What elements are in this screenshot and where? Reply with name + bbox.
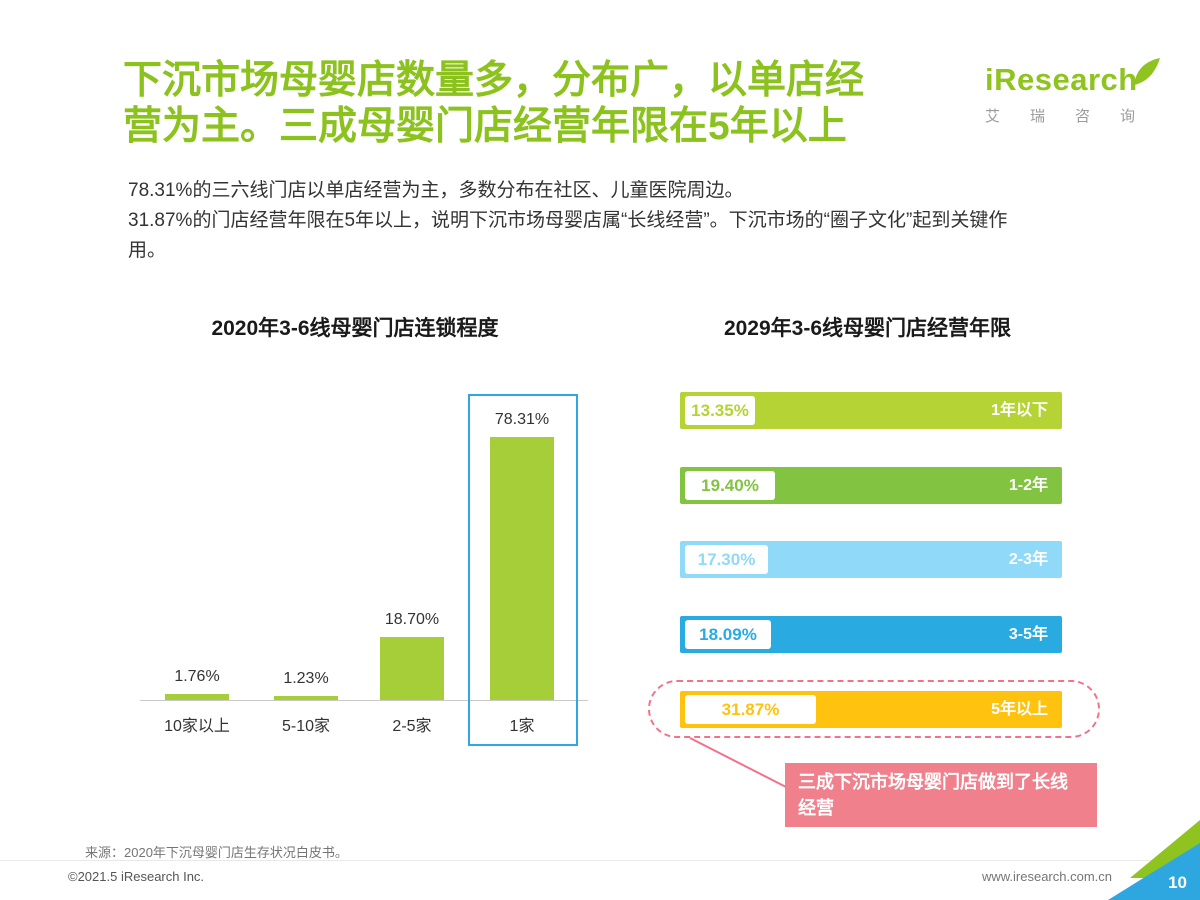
years-bar-value-label: 18.09% [685,620,771,649]
chain-bar-value-label: 1.23% [283,670,329,687]
chain-bar-value-label: 78.31% [494,411,550,428]
logo-chinese-name: 艾瑞咨询 [985,108,1166,125]
logo-wordmark: iResearch [985,62,1138,97]
years-bar-category-label: 5年以上 [991,701,1048,718]
footer-divider [0,860,1200,861]
years-bar: 31.87% 5年以上 [680,691,1062,728]
years-bar-value-label: 31.87% [685,695,816,724]
chain-bar-value-label: 18.70% [384,611,440,628]
years-bar-category-label: 1年以下 [991,402,1048,419]
years-bar-category-label: 1-2年 [1008,477,1048,494]
chain-degree-chart-title: 2020年3-6线母婴门店连锁程度 [211,317,499,340]
x-axis-line [140,700,588,701]
page-title: 下沉市场母婴店数量多，分布广，以单店经营为主。三成母婴门店经营年限在5年以上 [123,59,865,148]
chain-bar [274,696,338,700]
chain-bar [165,694,229,700]
operating-years-chart-title: 2029年3-6线母婴门店经营年限 [723,317,1012,340]
copyright-text: ©2021.5 iResearch Inc. [68,869,205,884]
years-bar-category-label: 3-5年 [1008,626,1048,643]
page-number: 10 [1168,873,1187,892]
chain-bar-value-label: 1.76% [174,668,220,685]
chain-bar-category-label: 2-5家 [392,718,432,735]
years-bar-value-label: 19.40% [685,471,775,500]
callout-long-term-operation: 三成下沉市场母婴门店做到了长线经营 [785,763,1097,828]
years-bar-category-label: 2-3年 [1008,551,1048,568]
intro-text: 78.31%的三六线门店以单店经营为主，多数分布在社区、儿童医院周边。 31.8… [128,176,1028,266]
chain-bar [380,637,444,700]
website-url: www.iresearch.com.cn [981,869,1112,884]
intro-line-1: 78.31%的三六线门店以单店经营为主，多数分布在社区、儿童医院周边。 [128,180,744,201]
intro-line-2: 31.87%的门店经营年限在5年以上，说明下沉市场母婴店属“长线经营”。下沉市场… [128,210,1008,262]
highlight-box-single-store [468,394,578,746]
chain-bar-category-label: 10家以上 [164,718,230,735]
years-bar-value-label: 17.30% [685,545,768,574]
chain-bar [490,437,554,700]
years-bar: 13.35% 1年以下 [680,392,1062,429]
years-bar: 19.40% 1-2年 [680,467,1062,504]
highlight-dashed-box-5plus-years [648,680,1100,738]
source-note: 来源：2020年下沉母婴门店生存状况白皮书。 [85,845,348,860]
chain-bar-category-label: 1家 [509,718,535,735]
years-bar: 18.09% 3-5年 [680,616,1062,653]
callout-connector-line [689,737,789,789]
chain-bar-category-label: 5-10家 [281,718,331,735]
years-bar: 17.30% 2-3年 [680,541,1062,578]
iresearch-logo: iResearch 艾瑞咨询 [985,58,1166,126]
leaf-icon [1133,58,1169,91]
years-bar-value-label: 13.35% [685,396,755,425]
